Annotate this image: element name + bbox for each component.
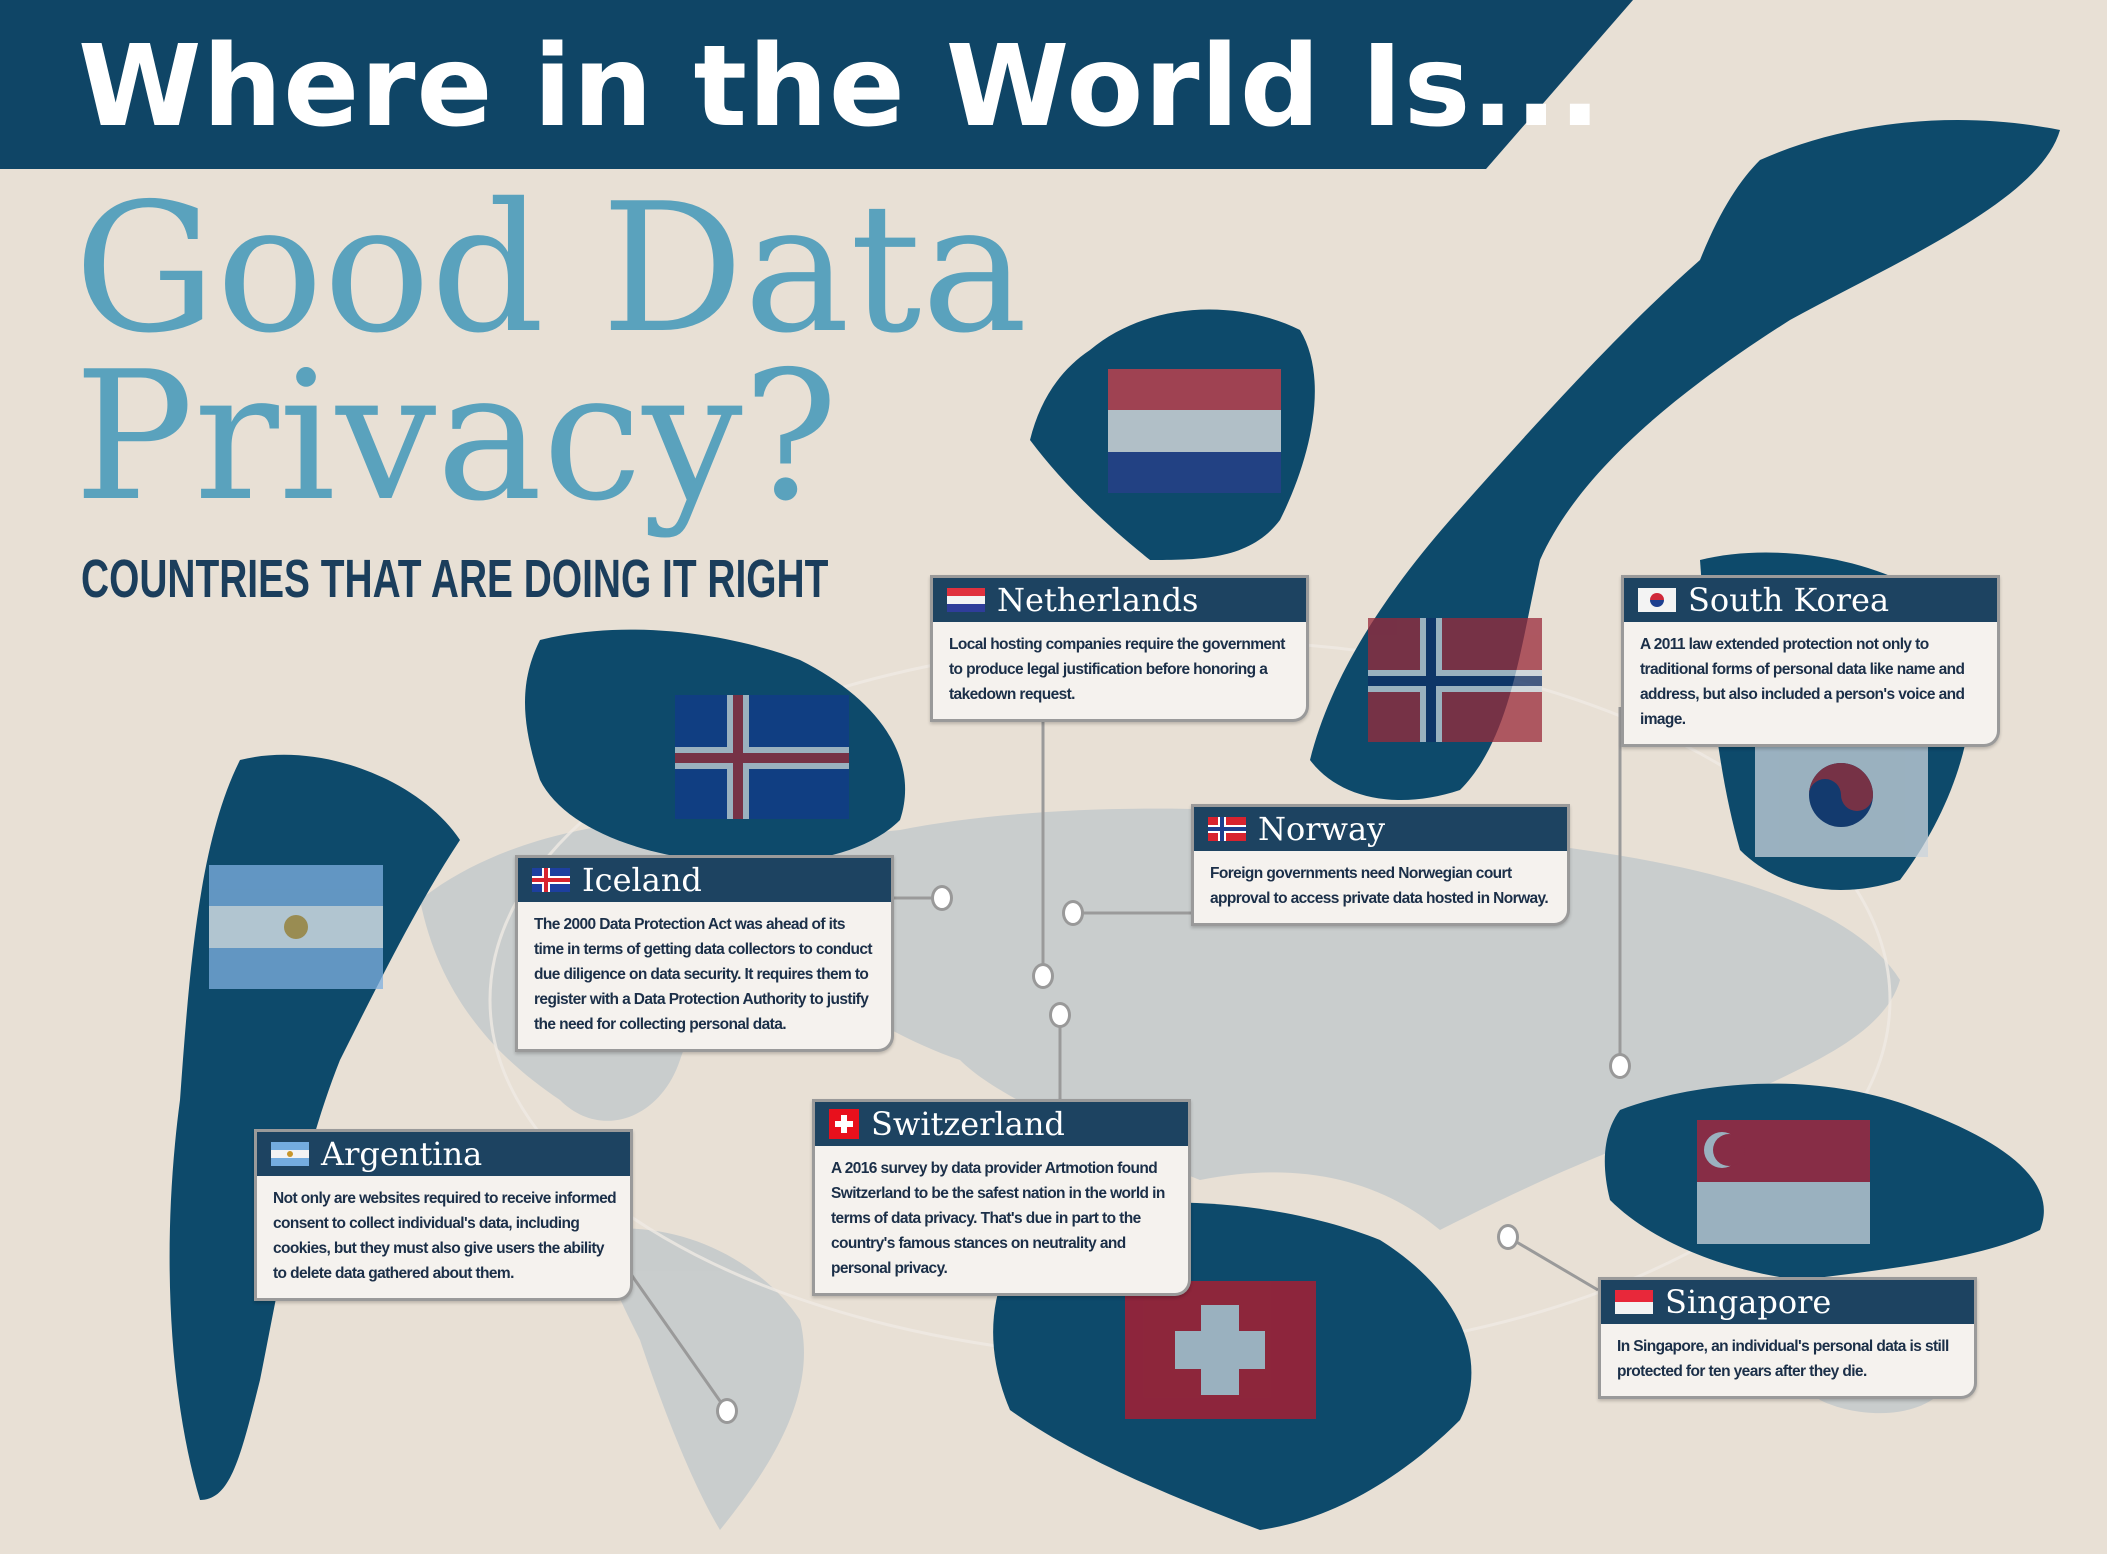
- headline-line-1: Good Data: [74, 165, 1028, 372]
- singapore-card: Singapore In Singapore, an individual's …: [1598, 1277, 1977, 1399]
- country-name: Netherlands: [997, 581, 1199, 619]
- iceland-card: Iceland The 2000 Data Protection Act was…: [515, 855, 894, 1052]
- norway-card: Norway Foreign governments need Norwegia…: [1191, 804, 1570, 926]
- country-description: Local hosting companies require the gove…: [949, 636, 1285, 703]
- iceland-map-marker[interactable]: [931, 885, 953, 911]
- norway-large-flag: [1368, 618, 1542, 742]
- argentina-card: Argentina Not only are websites required…: [254, 1129, 633, 1301]
- netherlands-card: Netherlands Local hosting companies requ…: [930, 575, 1309, 722]
- country-name: South Korea: [1688, 581, 1890, 619]
- netherlands-large-flag: [1108, 369, 1281, 493]
- country-description: A 2011 law extended protection not only …: [1640, 636, 1965, 728]
- netherlands-map-marker[interactable]: [1032, 963, 1054, 989]
- country-name: Iceland: [582, 861, 702, 899]
- country-description: A 2016 survey by data provider Artmotion…: [831, 1160, 1165, 1277]
- country-description: Not only are websites required to receiv…: [273, 1190, 617, 1282]
- headline-line-2: Privacy?: [74, 333, 839, 540]
- switzerland-large-flag: [1125, 1281, 1316, 1419]
- country-name: Singapore: [1665, 1283, 1832, 1321]
- iceland-large-flag: [675, 695, 849, 819]
- country-name: Argentina: [321, 1135, 483, 1173]
- country-description: The 2000 Data Protection Act was ahead o…: [534, 916, 873, 1033]
- switzerland-card: Switzerland A 2016 survey by data provid…: [812, 1099, 1191, 1296]
- singapore-map-marker[interactable]: [1497, 1224, 1519, 1250]
- country-name: Norway: [1258, 810, 1386, 848]
- argentina-large-flag: [209, 865, 383, 989]
- large-flags: [209, 369, 1928, 1419]
- south-korea-large-flag: [1755, 733, 1928, 857]
- country-description: In Singapore, an individual's personal d…: [1617, 1338, 1949, 1380]
- page-title: Where in the World Is...: [78, 22, 1603, 152]
- south-korea-card: South Korea A 2011 law extended protecti…: [1621, 575, 2000, 747]
- switzerland-map-marker[interactable]: [1049, 1002, 1071, 1028]
- singapore-flag-icon: [1615, 1290, 1653, 1314]
- singapore-large-flag: [1697, 1120, 1870, 1244]
- switzerland-flag-icon: [829, 1109, 859, 1139]
- argentina-flag-icon: [271, 1142, 309, 1166]
- south-korea-map-marker[interactable]: [1609, 1053, 1631, 1079]
- argentina-map-marker[interactable]: [716, 1398, 738, 1424]
- title-banner: [0, 0, 1633, 169]
- south-korea-flag-icon: [1638, 588, 1676, 612]
- netherlands-flag-icon: [947, 588, 985, 612]
- iceland-flag-icon: [532, 868, 570, 892]
- country-name: Switzerland: [871, 1105, 1065, 1143]
- subtitle: COUNTRIES THAT ARE DOING IT RIGHT: [81, 549, 829, 609]
- norway-map-marker[interactable]: [1062, 900, 1084, 926]
- norway-flag-icon: [1208, 817, 1246, 841]
- country-description: Foreign governments need Norwegian court…: [1210, 865, 1549, 907]
